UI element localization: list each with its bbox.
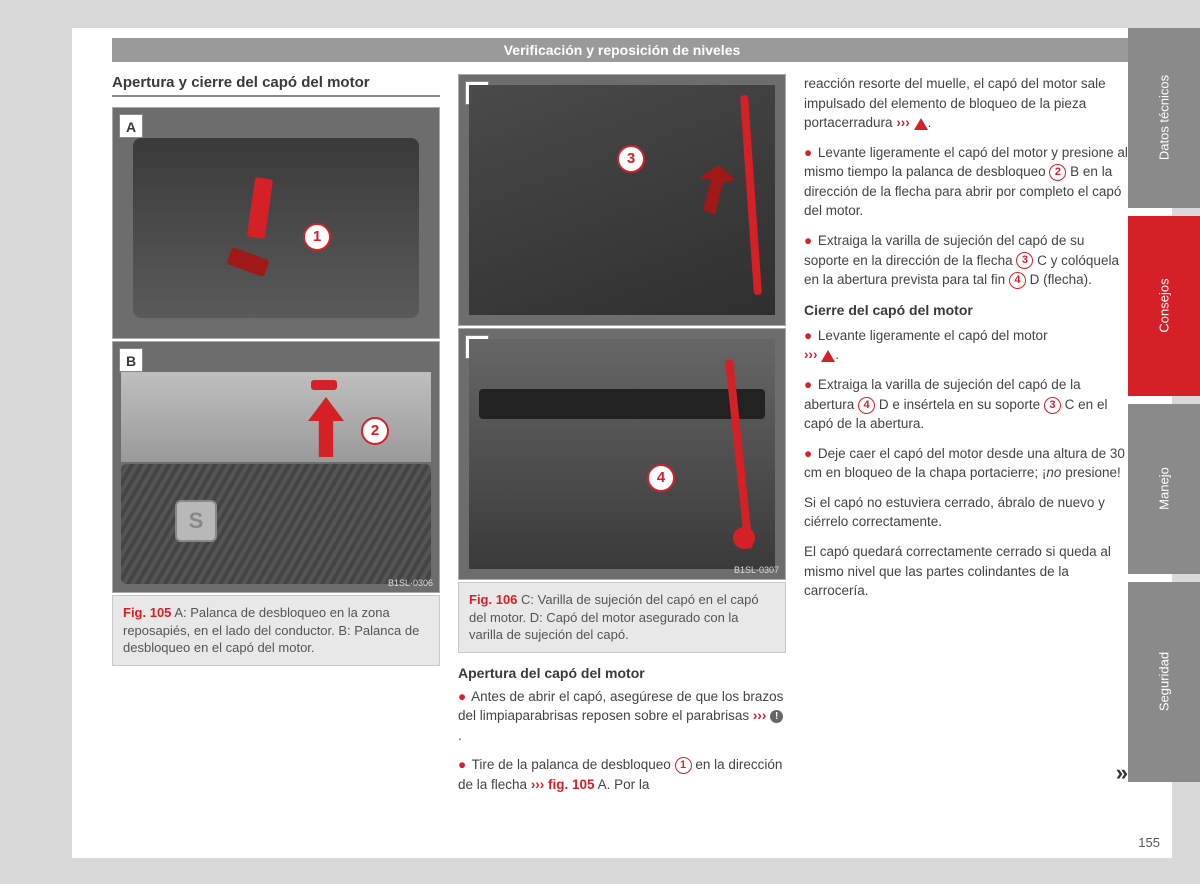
bullet-icon: ● xyxy=(804,233,812,248)
callout-1: 1 xyxy=(303,223,331,251)
figure-a: A 1 xyxy=(112,107,440,339)
figure-label-a: A xyxy=(119,114,143,138)
figure-label-b: B xyxy=(119,348,143,372)
warning-icon xyxy=(821,350,835,362)
bullet-icon: ● xyxy=(458,689,466,704)
xref-fig105: ››› fig. 105 xyxy=(531,777,595,792)
continue-marker: » xyxy=(1116,760,1128,786)
figure-b: B S 2 B1SL·0306 xyxy=(112,341,440,593)
caption-106: Fig. 106 C: Varilla de sujeción del capó… xyxy=(458,582,786,653)
figure-code-106: B1SL·0307 xyxy=(734,565,779,575)
caption-105: Fig. 105 A: Palanca de desbloqueo en la … xyxy=(112,595,440,666)
tab-manejo[interactable]: Manejo xyxy=(1128,404,1200,574)
bullet-icon: ● xyxy=(804,446,812,461)
brand-logo: S xyxy=(175,500,217,542)
ref-2: 2 xyxy=(1049,164,1066,181)
bullet-icon: ● xyxy=(804,328,812,343)
tab-consejos[interactable]: Consejos xyxy=(1128,216,1200,396)
tab-seguridad[interactable]: Seguridad xyxy=(1128,582,1200,782)
warning-icon xyxy=(914,118,928,130)
fig-ref-105: Fig. 105 xyxy=(123,605,171,620)
body-col2: ● Antes de abrir el capó, asegúrese de q… xyxy=(458,687,786,795)
body-col3: reacción resorte del muelle, el capó del… xyxy=(804,74,1132,601)
fig-ref-106: Fig. 106 xyxy=(469,592,517,607)
figure-c: C 3 xyxy=(458,74,786,326)
column-1: Apertura y cierre del capó del motor A 1… xyxy=(112,74,440,804)
callout-3: 3 xyxy=(617,145,645,173)
figure-code-105: B1SL·0306 xyxy=(388,578,433,588)
column-layout: Apertura y cierre del capó del motor A 1… xyxy=(112,74,1132,804)
bullet-icon: ● xyxy=(804,145,812,160)
subhead-close: Cierre del capó del motor xyxy=(804,300,1132,320)
ref-1: 1 xyxy=(675,757,692,774)
callout-4: 4 xyxy=(647,464,675,492)
figure-d: D 4 B1SL·0307 xyxy=(458,328,786,580)
info-icon: ! xyxy=(770,710,783,723)
page: Verificación y reposición de niveles Ape… xyxy=(72,28,1172,858)
ref-3: 3 xyxy=(1016,252,1033,269)
tab-datos-tecnicos[interactable]: Datos técnicos xyxy=(1128,28,1200,208)
ref-3b: 3 xyxy=(1044,397,1061,414)
subhead-open: Apertura del capó del motor xyxy=(458,665,786,681)
bullet-icon: ● xyxy=(804,377,812,392)
ref-4: 4 xyxy=(1009,272,1026,289)
page-header: Verificación y reposición de niveles xyxy=(112,38,1132,62)
ref-4b: 4 xyxy=(858,397,875,414)
callout-2: 2 xyxy=(361,417,389,445)
section-title: Apertura y cierre del capó del motor xyxy=(112,74,440,97)
bullet-icon: ● xyxy=(458,757,466,772)
column-3: reacción resorte del muelle, el capó del… xyxy=(804,74,1132,804)
content-area: Verificación y reposición de niveles Ape… xyxy=(112,38,1132,848)
column-2: C 3 D 4 B1SL·0307 Fig. 106 C: Varil xyxy=(458,74,786,804)
side-tabs: Datos técnicos Consejos Manejo Seguridad xyxy=(1128,28,1200,858)
